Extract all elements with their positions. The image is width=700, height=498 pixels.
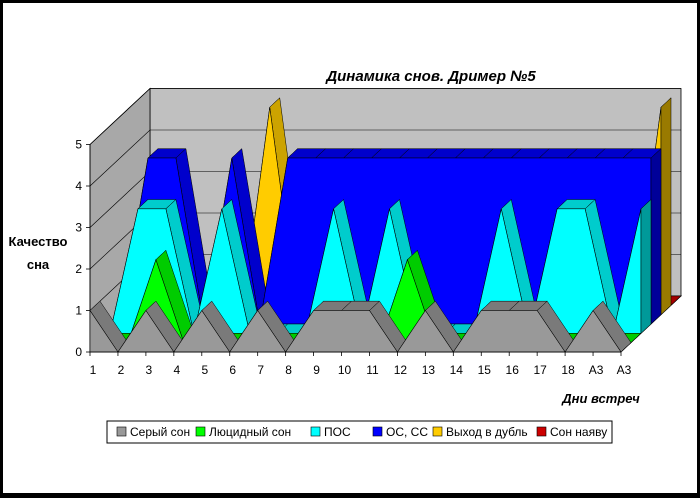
x-tick-label: 16 (506, 363, 520, 377)
legend-item-label: ПОС (324, 425, 351, 439)
x-tick-label: 13 (422, 363, 436, 377)
grid-line (89, 88, 681, 145)
x-tick-label: 14 (450, 363, 464, 377)
legend-item-label: ОС, СС (386, 425, 428, 439)
x-tick-label: 9 (313, 363, 320, 377)
area-end-cap (640, 198, 652, 334)
x-tick-label: 6 (229, 363, 236, 377)
x-tick-label: 8 (285, 363, 292, 377)
y-tick-label: 1 (75, 304, 82, 318)
area-end-cap (650, 148, 662, 325)
legend: Серый сон Люцидный сон ПОС ОС, СС Выход в ду… (106, 420, 613, 444)
y-tick-label: 2 (75, 262, 82, 276)
x-tick-label: 5 (201, 363, 208, 377)
legend-swatch (372, 426, 383, 437)
x-tick-label: А3 (617, 363, 632, 377)
area-end-cap (630, 333, 642, 343)
legend-swatch (432, 426, 443, 437)
x-tick-label: 2 (118, 363, 125, 377)
x-tick-label: 3 (146, 363, 153, 377)
x-tick-label: 11 (366, 363, 379, 377)
legend-swatch (195, 426, 206, 437)
chart-title: Динамика снов. Дример №5 (324, 68, 536, 85)
x-tick-label: 7 (257, 363, 264, 377)
area-front-face (89, 309, 622, 353)
legend-item-label: Серый сон (130, 425, 190, 439)
x-axis-label: Дни встреч (561, 391, 640, 406)
area-end-cap (660, 97, 672, 316)
legend-item-label: Люцидный сон (209, 425, 291, 439)
y-axis-label-line1: Качество (9, 234, 68, 249)
x-tick-label: 1 (90, 363, 97, 377)
x-tick-label: 17 (533, 363, 547, 377)
legend-swatch (536, 426, 547, 437)
legend-item-label: Сон наяву (550, 425, 607, 439)
y-tick-label: 0 (75, 345, 82, 359)
y-tick-label: 3 (75, 221, 82, 235)
y-tick-label: 5 (75, 138, 82, 152)
series-0 (89, 300, 632, 353)
legend-swatch (310, 426, 321, 437)
area-end-cap (670, 295, 682, 306)
legend-item-label: Выход в дубль (446, 425, 528, 439)
x-tick-label: 12 (394, 363, 408, 377)
x-tick-label: 10 (338, 363, 352, 377)
y-tick-label: 4 (75, 179, 82, 193)
legend-box (106, 420, 613, 444)
area-end-cap (620, 342, 632, 353)
legend-swatch (116, 426, 127, 437)
x-tick-label: 15 (478, 363, 492, 377)
x-tick-label: А3 (589, 363, 604, 377)
y-axis-label-line2: сна (27, 257, 50, 272)
x-tick-label: 4 (173, 363, 180, 377)
x-tick-label: 18 (561, 363, 575, 377)
grid-line (89, 129, 681, 187)
